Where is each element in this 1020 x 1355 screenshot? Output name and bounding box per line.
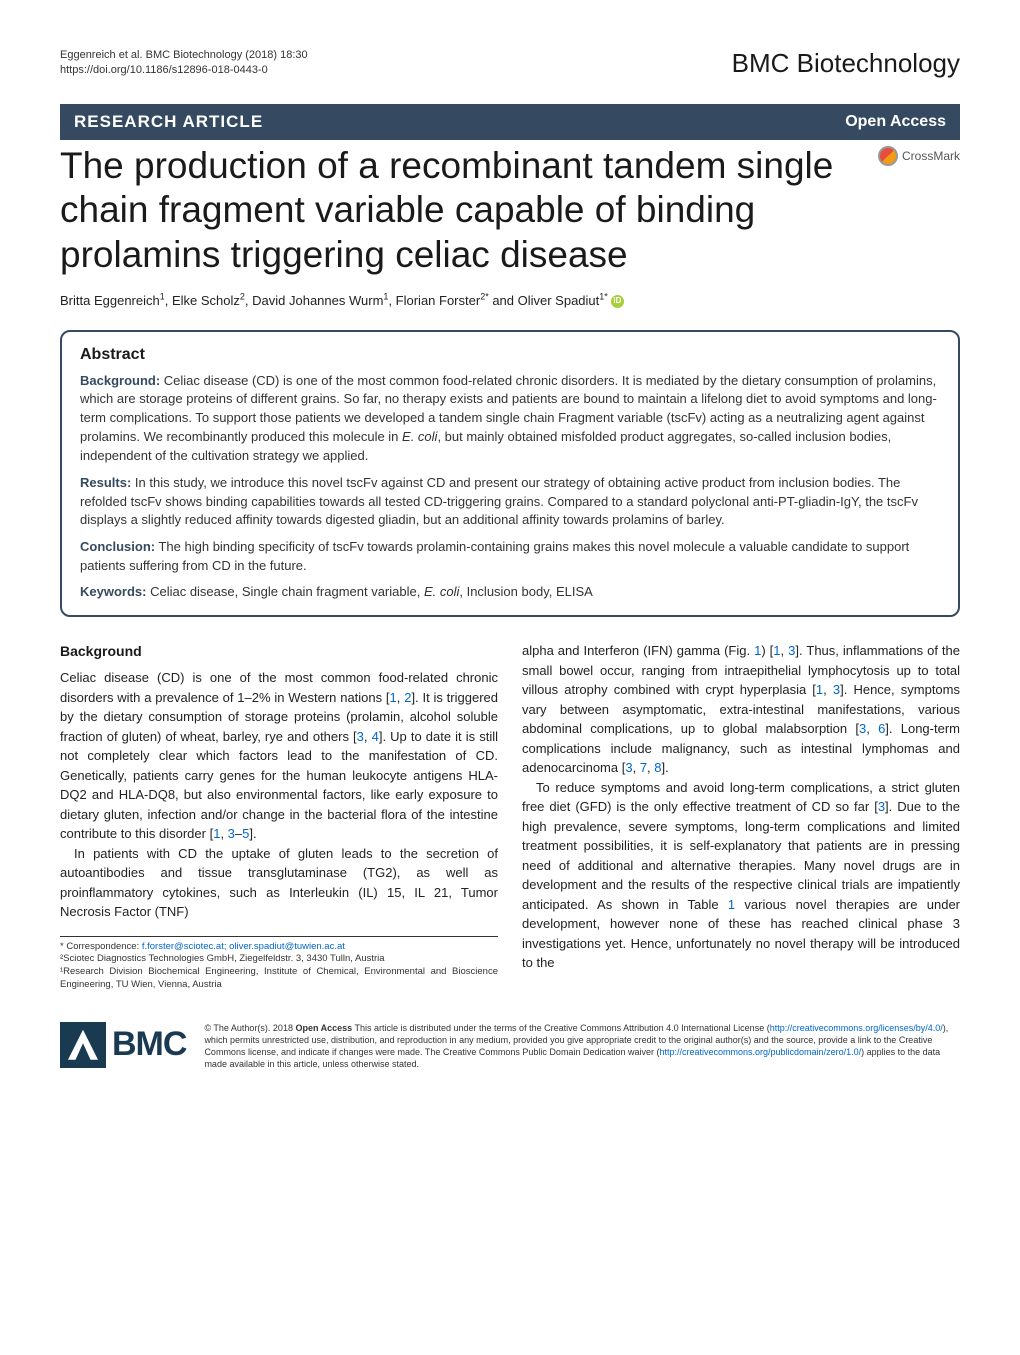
abs-background-text: Celiac disease (CD) is one of the most c… [80,373,937,463]
abstract-heading: Abstract [80,346,940,364]
abstract-keywords: Keywords: Celiac disease, Single chain f… [80,584,940,599]
author-list: Britta Eggenreich1, Elke Scholz2, David … [60,291,960,307]
bmc-text: BMC [112,1025,186,1064]
correspondence-block: * Correspondence: f.forster@sciotec.at; … [60,936,498,992]
bmc-logo: BMC [60,1022,186,1068]
abs-background-label: Background: [80,373,160,388]
abs-results-text: In this study, we introduce this novel t… [80,475,918,528]
abs-conclusion-text: The high binding specificity of tscFv to… [80,539,909,573]
citation-block: Eggenreich et al. BMC Biotechnology (201… [60,48,308,79]
abs-conclusion-label: Conclusion: [80,539,155,554]
abstract-box: Abstract Background: Celiac disease (CD)… [60,330,960,617]
journal-brand: BMC Biotechnology [732,48,960,79]
crossmark-badge[interactable]: CrossMark [878,146,960,166]
correspondence-label: * Correspondence: [60,941,142,952]
abstract-background: Background: Celiac disease (CD) is one o… [80,372,940,466]
license-text: © The Author(s). 2018 Open Access This a… [204,1022,960,1071]
abs-keywords-text: Celiac disease, Single chain fragment va… [146,584,592,599]
citation-line: Eggenreich et al. BMC Biotechnology (201… [60,48,308,63]
body-p2: In patients with CD the uptake of gluten… [60,844,498,922]
bmc-mark-icon [60,1022,106,1068]
open-access-label: Open Access [845,113,946,131]
header-meta: Eggenreich et al. BMC Biotechnology (201… [60,48,960,79]
affiliation-2: ²Sciotec Diagnostics Technologies GmbH, … [60,953,498,966]
abstract-conclusion: Conclusion: The high binding specificity… [80,538,940,576]
abs-results-label: Results: [80,475,131,490]
body-p3: alpha and Interferon (IFN) gamma (Fig. 1… [522,641,960,778]
article-type-label: RESEARCH ARTICLE [74,112,263,132]
body-p1: Celiac disease (CD) is one of the most c… [60,668,498,844]
correspondence-line: * Correspondence: f.forster@sciotec.at; … [60,941,498,954]
affiliation-1: ¹Research Division Biochemical Engineeri… [60,966,498,992]
background-heading: Background [60,641,498,662]
article-title: The production of a recombinant tandem s… [60,144,960,277]
crossmark-label: CrossMark [902,149,960,163]
crossmark-icon [878,146,898,166]
body-columns: Background Celiac disease (CD) is one of… [60,641,960,992]
correspondence-emails[interactable]: f.forster@sciotec.at; oliver.spadiut@tuw… [142,941,345,952]
abstract-results: Results: In this study, we introduce thi… [80,474,940,531]
license-footer: BMC © The Author(s). 2018 Open Access Th… [60,1012,960,1071]
body-p4: To reduce symptoms and avoid long-term c… [522,778,960,973]
article-type-bar: RESEARCH ARTICLE Open Access [60,104,960,140]
abs-keywords-label: Keywords: [80,584,146,599]
orcid-icon[interactable] [611,295,624,308]
authors-text: Britta Eggenreich1, Elke Scholz2, David … [60,293,608,308]
doi-line: https://doi.org/10.1186/s12896-018-0443-… [60,63,308,78]
